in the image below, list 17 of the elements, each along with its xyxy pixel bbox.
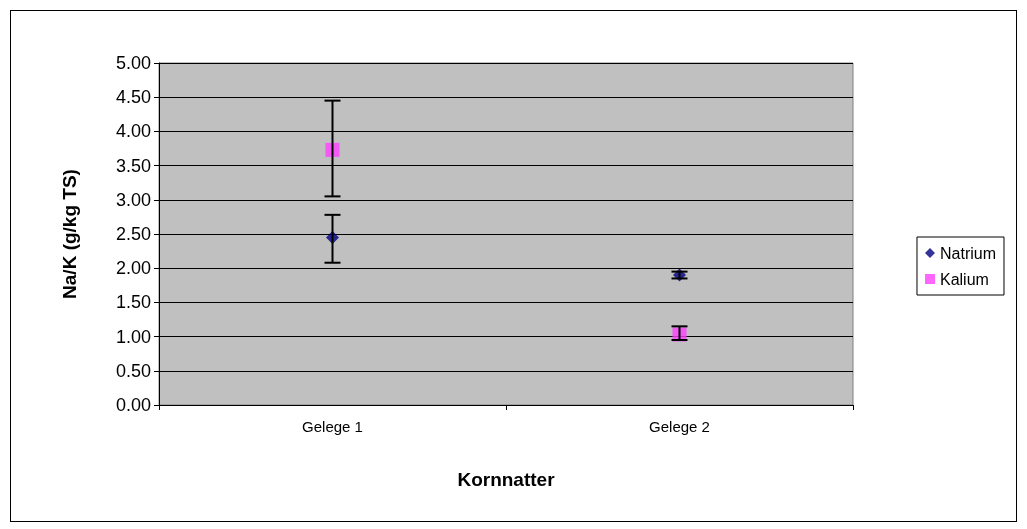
y-tick-label: 2.00: [115, 258, 151, 279]
y-tick-label: 3.50: [115, 155, 151, 176]
legend-label: Natrium: [939, 244, 997, 262]
x-axis-title: Kornnatter: [457, 469, 556, 490]
y-tick-label: 5.00: [115, 53, 151, 73]
y-tick-label: 4.00: [115, 121, 151, 142]
y-tick-label: 1.50: [115, 292, 151, 313]
y-tick-label: 2.50: [115, 224, 151, 244]
y-tick-label: 1.00: [115, 326, 151, 347]
x-tick-label: Gelege 1: [302, 418, 363, 435]
y-tick-label: 0.00: [115, 395, 151, 415]
x-tick-label: Gelege 2: [649, 418, 710, 435]
y-axis-title: Na/K (g/kg TS): [59, 169, 80, 299]
y-tick-label: 3.00: [115, 189, 151, 210]
y-tick-label: 4.50: [115, 87, 151, 108]
legend-label: Kalium: [939, 270, 989, 288]
y-tick-label: 0.50: [115, 360, 151, 381]
